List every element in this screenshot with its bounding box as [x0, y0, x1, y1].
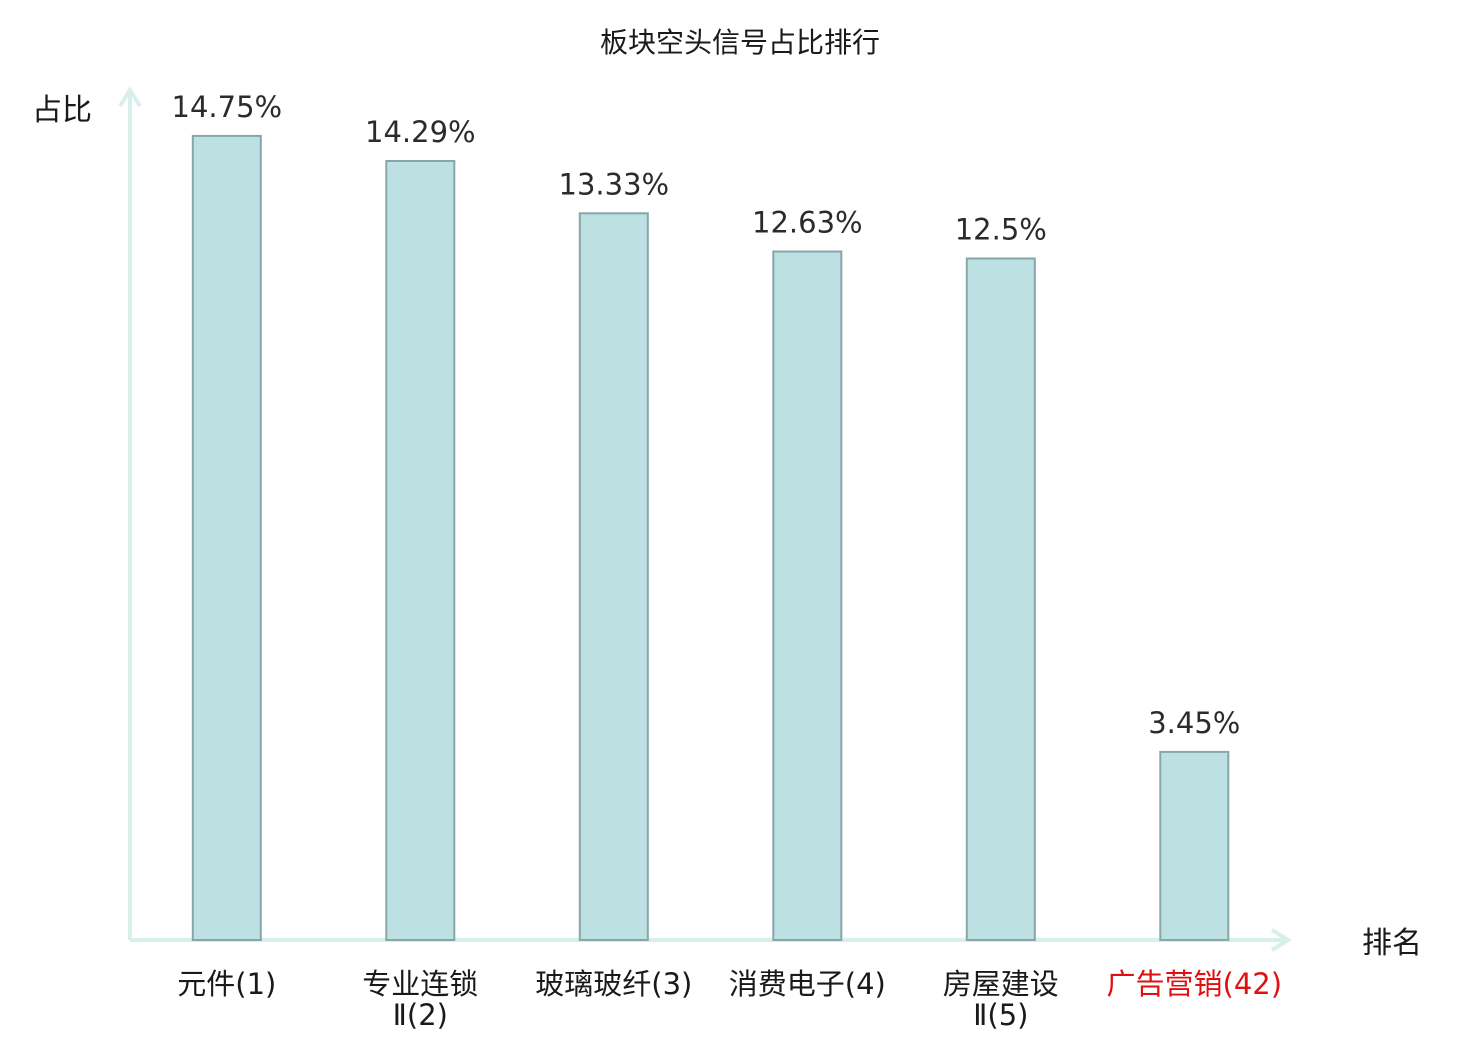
x-tick-rank-5: Ⅱ(5)	[973, 998, 1028, 1032]
x-tick-rank-2: Ⅱ(2)	[393, 998, 448, 1032]
bar-1	[191, 134, 262, 941]
value-label-3: 13.33%	[559, 167, 670, 201]
bars-group	[191, 134, 1230, 942]
value-label-5: 12.5%	[955, 213, 1047, 247]
x-tick-label-2: 专业连锁	[362, 967, 478, 1001]
bar-2	[385, 160, 456, 941]
chart-title: 板块空头信号占比排行	[600, 26, 880, 59]
x-tick-label-6: 广告营销(42)	[1107, 967, 1283, 1001]
value-label-1: 14.75%	[172, 90, 283, 124]
value-label-2: 14.29%	[365, 115, 476, 149]
bar-6	[1159, 750, 1230, 942]
value-labels-group: 14.75% 14.29% 13.33% 12.63% 12.5% 3.45%	[172, 90, 1241, 740]
value-label-6: 3.45%	[1148, 706, 1240, 740]
x-tick-label-5: 房屋建设	[943, 967, 1059, 1001]
axes	[118, 86, 1292, 952]
y-axis-title: 占比	[32, 93, 92, 128]
x-tick-label-3: 玻璃玻纤(3)	[535, 967, 692, 1001]
bar-3	[578, 212, 649, 942]
x-axis-arrow	[1270, 928, 1292, 952]
x-axis-title: 排名	[1362, 926, 1422, 961]
x-tick-label-1: 元件(1)	[177, 967, 276, 1001]
bar-5	[965, 257, 1036, 941]
value-label-4: 12.63%	[752, 206, 863, 240]
bar-4	[772, 250, 843, 941]
y-axis-arrow	[118, 86, 142, 108]
x-tick-label-4: 消费电子(4)	[729, 967, 886, 1001]
